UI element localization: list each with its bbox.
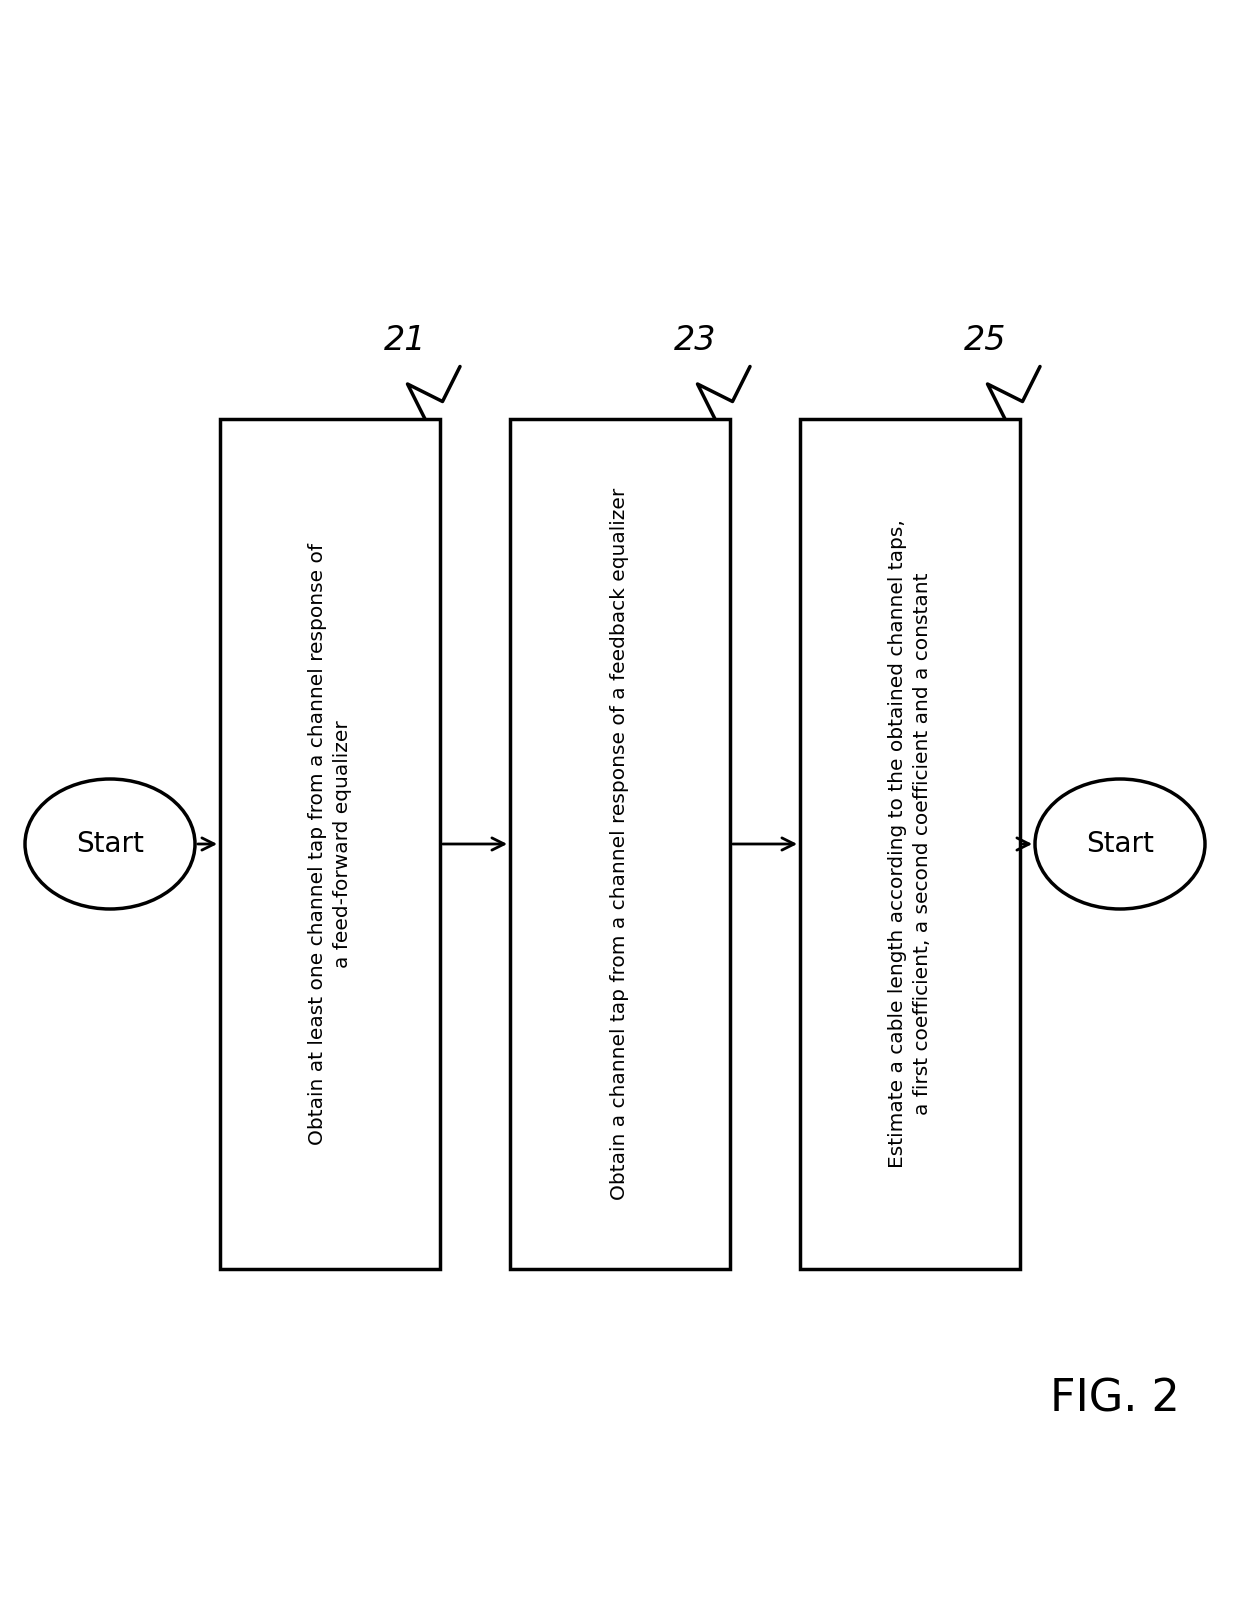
Text: 23: 23 <box>673 324 717 356</box>
Text: 21: 21 <box>383 324 427 356</box>
Text: 25: 25 <box>963 324 1006 356</box>
Bar <box>219 419 440 1269</box>
Text: Obtain at least one channel tap from a channel response of
a feed-forward equali: Obtain at least one channel tap from a c… <box>308 542 352 1145</box>
Ellipse shape <box>1035 779 1205 908</box>
Text: Estimate a cable length according to the obtained channel taps,
a first coeffici: Estimate a cable length according to the… <box>888 520 932 1169</box>
Text: FIG. 2: FIG. 2 <box>1050 1378 1180 1420</box>
Text: Obtain a channel tap from a channel response of a feedback equalizer: Obtain a channel tap from a channel resp… <box>610 487 630 1200</box>
Text: Start: Start <box>1086 831 1154 858</box>
Text: Start: Start <box>76 831 144 858</box>
Bar <box>510 419 730 1269</box>
Bar <box>800 419 1021 1269</box>
Ellipse shape <box>25 779 195 908</box>
